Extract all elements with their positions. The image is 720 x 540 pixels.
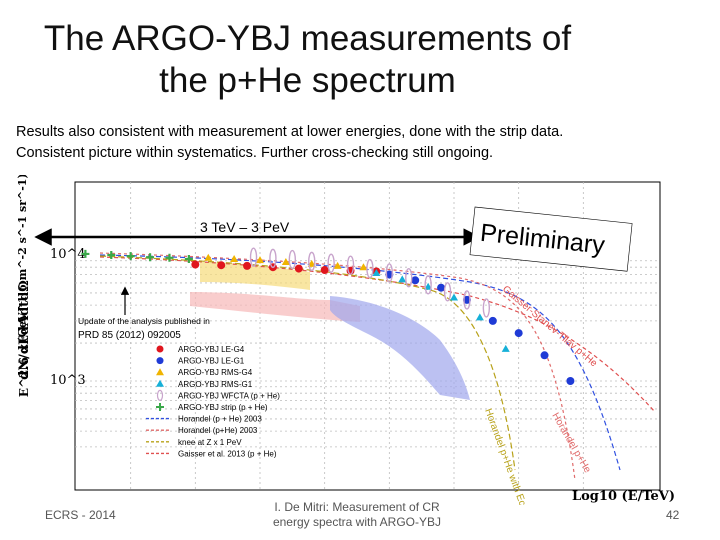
strip-point xyxy=(165,253,174,262)
footer-author: I. De Mitri: Measurement of CR energy sp… xyxy=(272,500,442,529)
wfcta-point xyxy=(405,268,413,288)
spectrum-chart: (GeV^1.6 m^-2 s^-1 sr^-1) dN/dEdAdtdΩ E^… xyxy=(16,175,675,505)
horandel-curve-label: Horandel p+He xyxy=(549,411,593,475)
legend-marker xyxy=(156,357,164,365)
legend-marker xyxy=(156,403,164,411)
strip-point xyxy=(107,251,116,259)
wfcta-point xyxy=(308,251,316,272)
rms-point xyxy=(398,275,407,283)
rms-point xyxy=(359,263,368,271)
range-label: 3 TeV – 3 PeV xyxy=(200,219,290,235)
wfcta-point xyxy=(288,249,297,270)
rms-point xyxy=(307,259,316,267)
rms-point xyxy=(333,261,342,269)
le-point xyxy=(462,295,471,304)
wfcta-point xyxy=(443,282,452,302)
legend-marker xyxy=(156,389,164,401)
legend-label: ARGO-YBJ RMS-G4 xyxy=(178,368,253,377)
rms-point xyxy=(424,282,433,290)
curve-knee xyxy=(99,255,516,471)
le-point xyxy=(320,266,329,275)
wfcta-point xyxy=(482,298,491,318)
legend-label: Horandel (p + He) 2003 xyxy=(178,415,262,424)
legend: ARGO-YBJ LE-G4 ARGO-YBJ LE-G1 ARGO-YBJ RMS… xyxy=(146,345,280,458)
rms-point xyxy=(450,293,458,301)
le-point xyxy=(540,351,549,360)
legend-label: ARGO-YBJ strip (p + He) xyxy=(178,403,268,412)
band-le-g1 xyxy=(330,296,470,400)
rms-point xyxy=(204,253,213,261)
strip-point xyxy=(126,252,135,261)
legend-label: ARGO-YBJ WFCTA (p + He) xyxy=(178,391,280,400)
prd-reference: PRD 85 (2012) 092005 xyxy=(78,330,181,341)
legend-label: ARGO-YBJ LE-G1 xyxy=(178,357,245,366)
le-point xyxy=(385,270,394,279)
strip-point xyxy=(146,253,155,262)
ytick-10-3: 10^3 xyxy=(50,373,86,388)
le-point xyxy=(243,261,252,270)
rms-point xyxy=(475,313,484,321)
strip-point xyxy=(184,254,193,263)
wfcta-point xyxy=(346,255,355,275)
preliminary-stamp: Preliminary xyxy=(469,206,633,272)
le-point xyxy=(514,329,523,338)
le-point xyxy=(437,283,446,292)
rms-point xyxy=(372,268,381,276)
plot-frame xyxy=(74,181,661,491)
footer-conference: ECRS - 2014 xyxy=(45,508,116,522)
rms-point xyxy=(281,257,290,265)
y-axis-label: (GeV^1.6 m^-2 s^-1 sr^-1) dN/dEdAdtdΩ E^… xyxy=(16,175,32,397)
preliminary-box xyxy=(469,206,633,272)
slide-subtitle: Results also consistent with measurement… xyxy=(16,122,563,164)
data-points xyxy=(81,247,575,385)
band-rms-g4 xyxy=(200,262,310,290)
rms-point xyxy=(230,254,239,262)
y-axis-label-units: (GeV^1.6 m^-2 s^-1 sr^-1) xyxy=(16,175,29,343)
le-point xyxy=(566,377,575,385)
ytick-10-4: 10^4 xyxy=(50,247,86,262)
subtitle-line-2: Consistent picture within systematics. F… xyxy=(16,145,494,161)
legend-label: Horandel (p+He) 2003 xyxy=(178,426,258,435)
legend-label: Gaisser et al. 2013 (p + He) xyxy=(178,449,277,458)
wfcta-point xyxy=(366,258,374,279)
wfcta-point xyxy=(249,247,258,267)
title-line-1: The ARGO-YBJ measurements of xyxy=(43,19,572,58)
le-point xyxy=(488,316,497,325)
title-line-2: the p+He spectrum xyxy=(159,61,456,100)
wfcta-point xyxy=(327,253,335,273)
band-le-g4 xyxy=(190,292,360,322)
y-axis-label-e26: E^2.6 × xyxy=(17,343,31,397)
legend-label: knee at Z x 1 PeV xyxy=(178,438,242,447)
strip-point xyxy=(81,249,90,258)
le-point xyxy=(411,276,420,285)
wfcta-point xyxy=(385,263,394,283)
update-note: Update of the analysis published in xyxy=(78,316,210,326)
rms-point xyxy=(256,256,264,264)
curve-horandel-blue xyxy=(99,254,621,471)
y-axis-label-main: dN/dEdAdtdΩ xyxy=(17,280,32,380)
x-axis-label: Log10 (E/TeV) xyxy=(572,489,675,504)
legend-label: ARGO-YBJ RMS-G1 xyxy=(178,380,253,389)
le-point xyxy=(294,264,303,273)
le-point xyxy=(191,260,200,269)
wfcta-point xyxy=(463,290,471,310)
page-number: 42 xyxy=(666,508,680,522)
legend-label: ARGO-YBJ LE-G4 xyxy=(178,345,245,354)
legend-marker xyxy=(156,345,164,353)
gst-curve-label: Gaisser-Stanev-Tilav p+He xyxy=(500,284,599,370)
rms-point xyxy=(501,344,510,352)
le-point xyxy=(217,261,226,270)
wfcta-point xyxy=(269,248,277,269)
subtitle-line-1: Results also consistent with measurement… xyxy=(16,124,564,140)
wfcta-point xyxy=(424,275,432,295)
curve-horandel-red xyxy=(99,252,576,481)
slide-title: The ARGO-YBJ measurements of the p+He sp… xyxy=(0,18,615,102)
legend-marker xyxy=(156,379,164,387)
legend-marker xyxy=(156,368,164,376)
